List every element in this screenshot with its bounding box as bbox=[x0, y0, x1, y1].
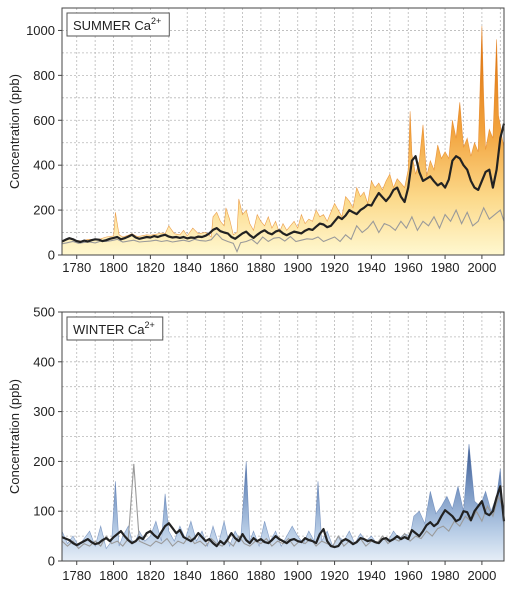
summer-ytick-label: 1000 bbox=[26, 23, 55, 38]
winter-ytick-label: 400 bbox=[33, 354, 55, 369]
winter-xtick-label: 1800 bbox=[99, 568, 128, 583]
summer-ytick-label: 600 bbox=[33, 113, 55, 128]
winter-ytick-label: 100 bbox=[33, 504, 55, 519]
summer-panel: 0 200 400 600 800 1000 1780 1800 1820 1840 1860 188… bbox=[7, 7, 506, 275]
summer-xtick-label: 2000 bbox=[467, 260, 496, 275]
summer-comparison-line bbox=[61, 206, 505, 254]
summer-xtick-label: 1920 bbox=[320, 260, 349, 275]
winter-xtick-label: 2000 bbox=[467, 568, 496, 583]
summer-ylabel: Concentration (ppb) bbox=[7, 74, 22, 189]
winter-raw-area bbox=[62, 444, 504, 561]
winter-xtick-label: 1780 bbox=[62, 568, 91, 583]
summer-xtick-label: 1800 bbox=[99, 260, 128, 275]
winter-xtick-label: 1820 bbox=[136, 568, 165, 583]
summer-xtick-label: 1880 bbox=[246, 260, 275, 275]
winter-panel-label-sup: 2+ bbox=[145, 320, 155, 330]
summer-panel-label-box bbox=[66, 12, 170, 37]
summer-ytick-label: 800 bbox=[33, 68, 55, 83]
winter-comparison-line bbox=[61, 463, 505, 550]
summer-xtick-label: 1860 bbox=[210, 260, 239, 275]
winter-panel-label: WINTER Ca2+ bbox=[73, 320, 155, 337]
winter-xtick-label: 1960 bbox=[394, 568, 423, 583]
summer-axis-frame bbox=[61, 7, 505, 256]
winter-xtick-label: 1980 bbox=[431, 568, 460, 583]
winter-smoothed-line bbox=[61, 485, 506, 549]
summer-panel-label: SUMMER Ca2+ bbox=[73, 16, 161, 33]
summer-xtick-label: 1840 bbox=[173, 260, 202, 275]
summer-xtick-label: 1900 bbox=[283, 260, 312, 275]
winter-panel-label-box bbox=[66, 316, 164, 341]
winter-ytick-label: 0 bbox=[48, 554, 55, 569]
winter-xtick-label: 1880 bbox=[246, 568, 275, 583]
summer-panel-label-sup: 2+ bbox=[151, 16, 161, 26]
winter-xtick-label: 1840 bbox=[173, 568, 202, 583]
summer-ytick-label: 0 bbox=[48, 248, 55, 263]
winter-xtick-label: 1860 bbox=[210, 568, 239, 583]
winter-xtick-label: 1940 bbox=[357, 568, 386, 583]
winter-xtick-label: 1920 bbox=[320, 568, 349, 583]
summer-ytick-label: 200 bbox=[33, 203, 55, 218]
summer-xtick-label: 1980 bbox=[431, 260, 460, 275]
winter-panel: 0 100 200 300 400 500 1780 1800 1820 1840 1860 1880… bbox=[7, 305, 506, 583]
winter-xtick-label: 1900 bbox=[283, 568, 312, 583]
summer-raw-line bbox=[61, 25, 505, 242]
summer-xtick-label: 1940 bbox=[357, 260, 386, 275]
winter-ytick-label: 200 bbox=[33, 454, 55, 469]
summer-xtick-label: 1960 bbox=[394, 260, 423, 275]
summer-ytick-label: 400 bbox=[33, 158, 55, 173]
summer-smoothed-line bbox=[61, 123, 506, 244]
winter-axis-frame bbox=[61, 311, 505, 562]
summer-xtick-label: 1780 bbox=[62, 260, 91, 275]
summer-xtick-label: 1820 bbox=[136, 260, 165, 275]
summer-raw-area bbox=[62, 26, 504, 255]
winter-ylabel: Concentration (ppb) bbox=[7, 379, 22, 494]
winter-ytick-label: 500 bbox=[33, 305, 55, 320]
winter-ytick-label: 300 bbox=[33, 404, 55, 419]
